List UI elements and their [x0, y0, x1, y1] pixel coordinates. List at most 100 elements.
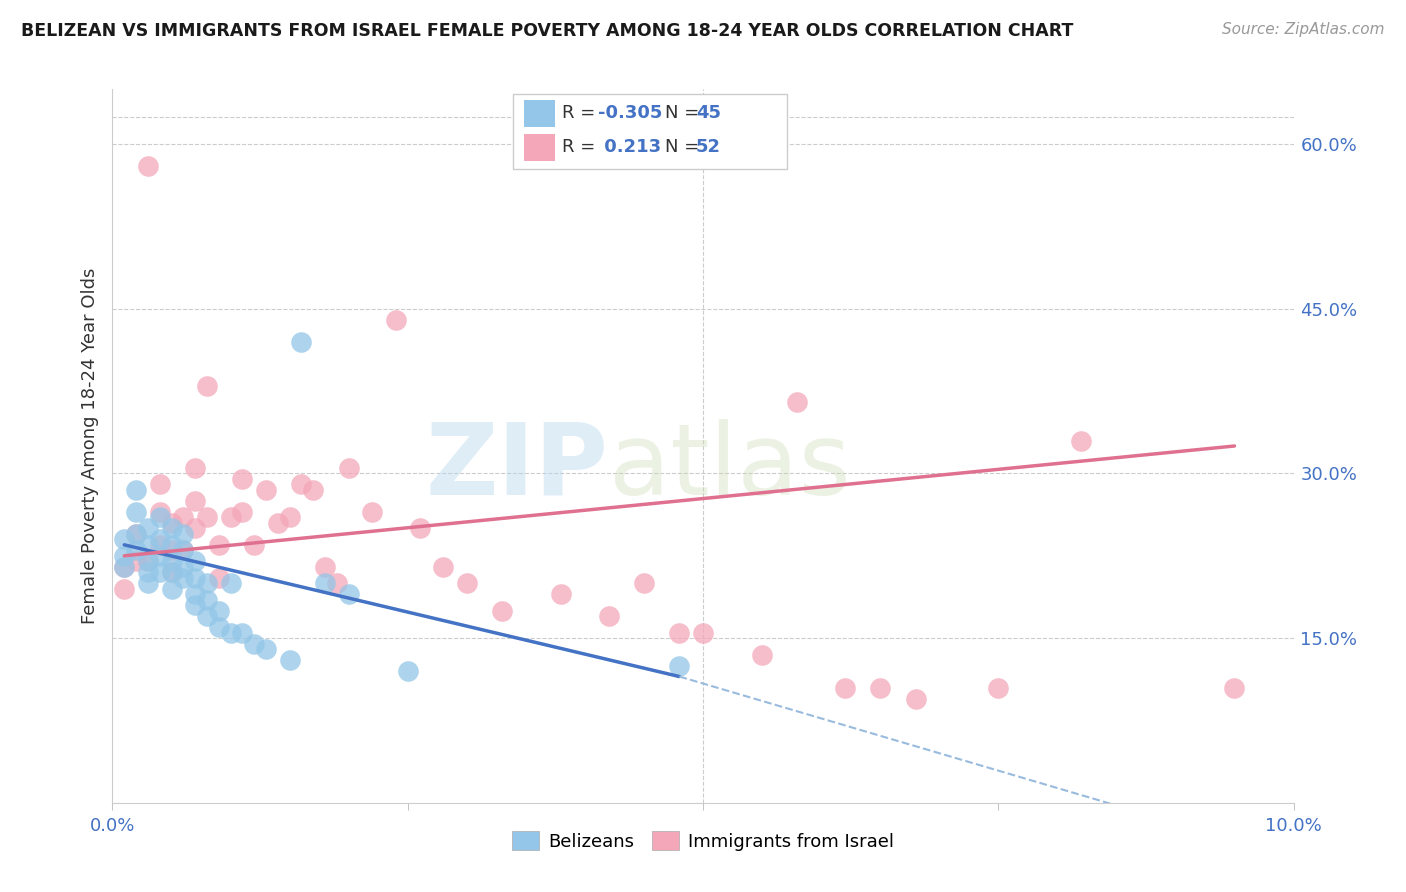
Point [208, 604, 231, 618]
Point [160, 521, 183, 535]
Point [668, 658, 690, 673]
Text: 45: 45 [696, 104, 721, 122]
Point [314, 559, 336, 574]
Point [149, 566, 172, 580]
Point [136, 566, 159, 580]
Point [184, 461, 207, 475]
Point [112, 582, 135, 596]
Point [337, 587, 360, 601]
Point [869, 681, 891, 695]
Point [231, 505, 253, 519]
Point [195, 609, 218, 624]
Point [786, 395, 808, 409]
Point [326, 576, 349, 591]
Legend: Belizeans, Immigrants from Israel: Belizeans, Immigrants from Israel [505, 824, 901, 858]
Text: R =: R = [562, 138, 602, 156]
Point [172, 510, 194, 524]
Point [125, 483, 148, 497]
Point [254, 483, 277, 497]
Point [361, 505, 384, 519]
Point [136, 554, 159, 568]
Point [172, 526, 194, 541]
Point [125, 526, 148, 541]
Point [1223, 681, 1246, 695]
Point [112, 549, 135, 563]
Point [136, 554, 159, 568]
Point [172, 543, 194, 558]
Point [208, 620, 231, 634]
Point [149, 549, 172, 563]
Point [208, 571, 231, 585]
Point [219, 576, 242, 591]
Point [231, 625, 253, 640]
Point [254, 642, 277, 657]
Point [136, 159, 159, 173]
Point [112, 533, 135, 547]
Point [290, 477, 312, 491]
Text: R =: R = [562, 104, 602, 122]
Point [125, 526, 148, 541]
Point [385, 312, 408, 326]
Point [243, 538, 266, 552]
Point [219, 510, 242, 524]
Text: BELIZEAN VS IMMIGRANTS FROM ISRAEL FEMALE POVERTY AMONG 18-24 YEAR OLDS CORRELAT: BELIZEAN VS IMMIGRANTS FROM ISRAEL FEMAL… [21, 22, 1073, 40]
Point [160, 538, 183, 552]
Point [243, 637, 266, 651]
Point [337, 461, 360, 475]
Point [195, 592, 218, 607]
Point [136, 521, 159, 535]
Point [184, 494, 207, 508]
Point [598, 609, 620, 624]
Point [302, 483, 325, 497]
Text: atlas: atlas [609, 419, 851, 516]
Point [195, 378, 218, 392]
Point [160, 516, 183, 530]
Text: N =: N = [665, 138, 704, 156]
Point [751, 648, 773, 662]
Point [278, 510, 301, 524]
Point [834, 681, 856, 695]
Point [231, 472, 253, 486]
Point [184, 571, 207, 585]
Point [314, 576, 336, 591]
Point [396, 664, 419, 678]
Point [136, 538, 159, 552]
Text: 52: 52 [696, 138, 721, 156]
Point [184, 554, 207, 568]
Point [491, 604, 513, 618]
Point [195, 576, 218, 591]
Point [149, 538, 172, 552]
Point [278, 653, 301, 667]
Point [904, 691, 927, 706]
Point [184, 587, 207, 601]
Point [208, 538, 231, 552]
Point [160, 543, 183, 558]
Point [1070, 434, 1092, 448]
Point [172, 571, 194, 585]
Point [149, 510, 172, 524]
Point [160, 566, 183, 580]
Text: Source: ZipAtlas.com: Source: ZipAtlas.com [1222, 22, 1385, 37]
Point [184, 598, 207, 612]
Point [195, 510, 218, 524]
Point [149, 477, 172, 491]
Point [633, 576, 655, 591]
Point [290, 334, 312, 349]
Point [112, 559, 135, 574]
Point [432, 559, 454, 574]
Point [149, 505, 172, 519]
Point [219, 625, 242, 640]
Point [692, 625, 714, 640]
Point [136, 576, 159, 591]
Point [160, 582, 183, 596]
Point [456, 576, 478, 591]
Point [160, 554, 183, 568]
Point [172, 559, 194, 574]
Point [160, 566, 183, 580]
Text: N =: N = [665, 104, 704, 122]
Point [172, 543, 194, 558]
Point [408, 521, 430, 535]
Point [668, 625, 690, 640]
Point [125, 505, 148, 519]
Text: -0.305: -0.305 [598, 104, 662, 122]
